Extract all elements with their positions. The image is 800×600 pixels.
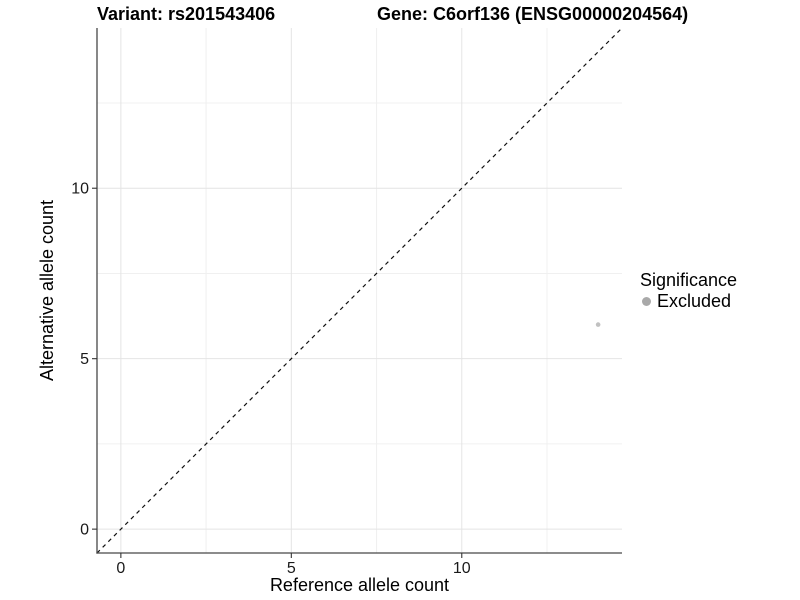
gene-title: Gene: C6orf136 (ENSG00000204564) (377, 4, 689, 24)
x-tick-label: 0 (116, 560, 125, 577)
x-tick-label: 5 (287, 560, 296, 577)
legend-item-label: Excluded (657, 291, 732, 311)
data-point (595, 322, 601, 327)
y-tick-label: 0 (80, 522, 89, 539)
variant-title: Variant: rs201543406 (97, 4, 276, 24)
y-tick-label: 10 (71, 181, 89, 198)
x-axis-title: Reference allele count (270, 575, 449, 595)
legend: Significance Excluded (640, 270, 737, 312)
y-axis-title: Alternative allele count (37, 200, 57, 381)
legend-title: Significance (640, 270, 738, 290)
x-tick-label: 10 (453, 560, 471, 577)
legend-point-icon (642, 297, 651, 306)
y-tick-label: 5 (80, 351, 89, 368)
identity-line (96, 27, 623, 554)
legend-item-excluded: Excluded (640, 291, 737, 312)
